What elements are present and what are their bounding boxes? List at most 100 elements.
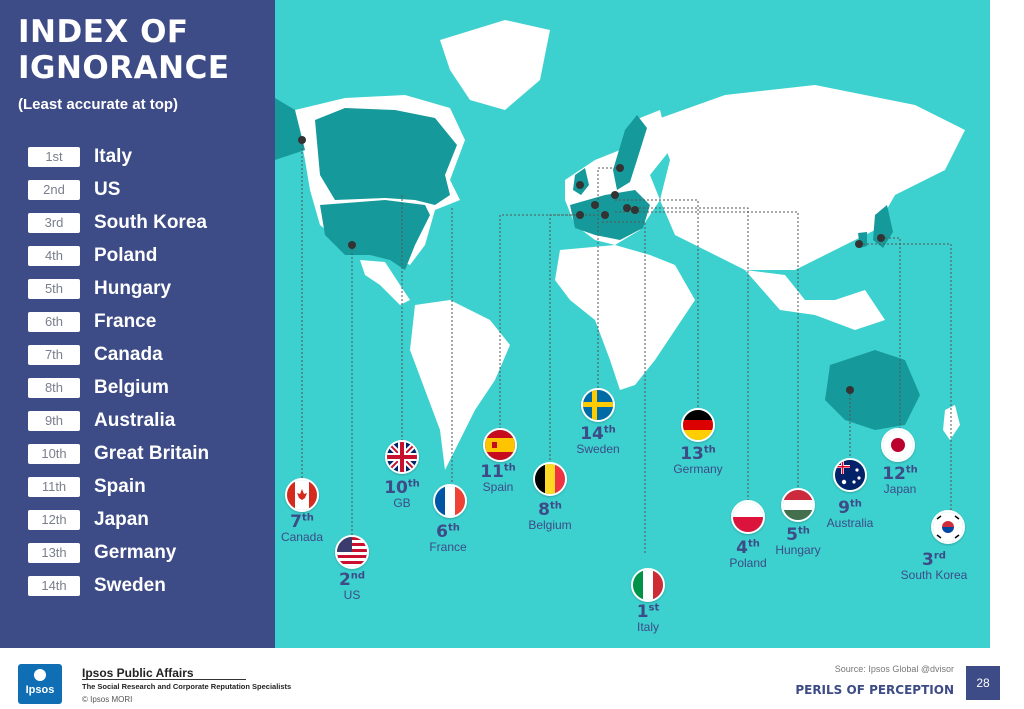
rank-badge: 2nd [28,179,80,200]
ranking-row: 9th Australia [28,404,268,437]
south-asia-shape [745,270,885,330]
ranking-row: 2nd US [28,173,268,206]
belgium-flag-icon [533,462,567,496]
ranking-row: 14th Sweden [28,569,268,602]
rank-country: Sweden [94,574,166,596]
rank-badge: 10th [28,443,80,464]
japan-flag-icon [881,428,915,462]
ranking-row: 1st Italy [28,140,268,173]
ranking-row: 7th Canada [28,338,268,371]
hungary-label: 5th Hungary [753,525,843,557]
title-line-2: IGNORANCE [18,50,230,86]
rank-country: Poland [94,244,158,266]
ranking-row: 6th France [28,305,268,338]
italy-rank: 1st [636,602,660,622]
rank-badge: 4th [28,245,80,266]
canada-name: Canada [280,530,324,544]
rank-badge: 5th [28,278,80,299]
ranking-row: 10th Great Britain [28,437,268,470]
poland-rank: 4th [736,538,760,558]
gb-label: 10th GB [357,478,447,510]
rank-badge: 3rd [28,212,80,233]
footer [0,648,1024,709]
rank-country: Australia [94,409,176,431]
japan-name: Japan [883,482,917,496]
hungary-name: Hungary [775,543,821,557]
org-divider [82,679,246,680]
ranking-row: 4th Poland [28,239,268,272]
page-number: 28 [966,666,1000,700]
us-label: 2nd US [307,570,397,602]
rank-badge: 12th [28,509,80,530]
rank-country: Japan [94,508,149,530]
africa-shape [555,245,695,390]
rank-badge: 13th [28,542,80,563]
germany-rank: 13th [680,444,716,464]
spain-label: 11th Spain [453,462,543,494]
ranking-row: 8th Belgium [28,371,268,404]
spain-name: Spain [482,480,514,494]
rank-country: Germany [94,541,177,563]
rank-badge: 6th [28,311,80,332]
canada-rank: 7th [290,512,314,532]
germany-label: 13th Germany [653,444,743,476]
spain-rank: 11th [480,462,516,482]
germany-flag-icon [681,408,715,442]
hungary-rank: 5th [786,525,810,545]
us-rank: 2nd [338,570,366,590]
rank-country: Spain [94,475,146,497]
org-title: Ipsos Public Affairs [82,666,194,680]
france-flag-icon [433,484,467,518]
sweden-name: Sweden [576,442,620,456]
ranking-sidebar: INDEX OF IGNORANCE (Least accurate at to… [0,0,275,648]
spain-flag-icon [483,428,517,462]
sweden-flag-icon [581,388,615,422]
rank-country: Hungary [94,277,172,299]
poland-label: 4th Poland [703,538,793,570]
rank-country: US [94,178,121,200]
location-dots [298,136,885,394]
ranking-row: 11th Spain [28,470,268,503]
rank-badge: 8th [28,377,80,398]
new-zealand-shape [943,405,960,440]
canada-shape [315,108,457,205]
ipsos-logo-text: Ipsos [25,684,55,696]
ranking-row: 3rd South Korea [28,206,268,239]
alaska-shape [275,98,305,160]
rank-badge: 11th [28,476,80,497]
rank-country: Italy [94,145,133,167]
australia-rank: 9th [838,498,862,518]
ipsos-logo-mark-icon [34,669,46,681]
rank-country: Canada [94,343,163,365]
world-map: 7th Canada 2nd US 10th GB 6th France 11t… [275,0,990,648]
south-america-shape [410,300,510,470]
japan-rank: 12th [882,464,918,484]
france-rank: 6th [436,522,460,542]
rank-badge: 1st [28,146,80,167]
western-europe-shape [570,190,650,240]
rank-badge: 9th [28,410,80,431]
subtitle: (Least accurate at top) [18,96,179,113]
rank-country: France [94,310,157,332]
greenland-shape [440,20,550,110]
us-name: US [343,588,361,602]
canada-flag-icon [285,478,319,512]
rank-badge: 14th [28,575,80,596]
title-line-1: INDEX OF [18,14,189,50]
italy-label: 1st Italy [603,602,693,634]
germany-name: Germany [673,462,723,476]
sweden-label: 14th Sweden [553,424,643,456]
world-map-graphic [275,20,965,555]
australia-flag-icon [833,458,867,492]
italy-flag-icon [631,568,665,602]
sweden-rank: 14th [580,424,616,444]
ranking-row: 5th Hungary [28,272,268,305]
rank-country: Great Britain [94,442,210,464]
italy-name: Italy [636,620,659,634]
ranking-list: 1st Italy 2nd US 3rd South Korea 4th Poland … [28,140,268,602]
belgium-name: Belgium [528,518,572,532]
japan-label: 12th Japan [855,464,945,496]
copyright: © Ipsos MORI [82,695,133,704]
australia-label: 9th Australia [805,498,895,530]
connector-lines [301,140,952,555]
